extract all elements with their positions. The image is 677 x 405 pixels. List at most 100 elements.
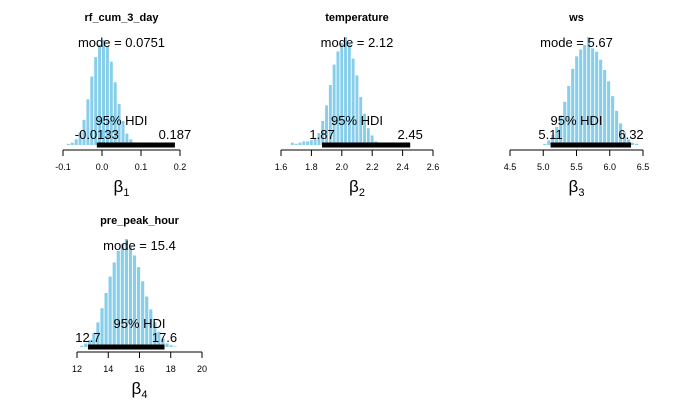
hdi-label: 95% HDI <box>550 113 602 128</box>
histogram-bar <box>88 339 92 347</box>
histogram-bar <box>563 101 567 145</box>
mode-label: mode = 5.67 <box>540 35 613 50</box>
histogram-bar <box>96 322 100 347</box>
histogram-bar <box>347 44 351 146</box>
histogram-bar <box>145 296 149 347</box>
panel-title: rf_cum_3_day <box>85 12 160 24</box>
x-tick-label: 2.0 <box>336 162 349 172</box>
hdi-low-label: 5.11 <box>538 127 562 142</box>
histogram-bar <box>128 247 133 347</box>
histogram-bar <box>306 141 309 145</box>
hdi-high-label: 17.6 <box>152 330 177 345</box>
histogram-bar <box>105 46 109 145</box>
histogram-bar <box>70 142 74 145</box>
histogram-bar <box>351 58 355 145</box>
x-tick-label: -0.1 <box>55 162 71 172</box>
histogram-bar <box>153 322 157 347</box>
histogram-bar <box>173 346 177 347</box>
mode-label: mode = 15.4 <box>103 238 176 253</box>
mode-label: mode = 0.0751 <box>78 35 165 50</box>
histogram-bar <box>313 137 317 145</box>
histogram-bar <box>290 142 294 145</box>
x-axis-label: β2 <box>349 177 365 199</box>
histogram-bar <box>366 128 370 145</box>
x-axis-label: β3 <box>569 177 585 199</box>
histogram-bar <box>547 140 551 145</box>
histogram-bar <box>117 103 121 145</box>
histogram-bar <box>169 345 173 347</box>
x-tick-label: 0.1 <box>135 162 148 172</box>
panel-title: ws <box>568 12 584 24</box>
histogram-bar <box>583 44 587 145</box>
x-axis-label: β4 <box>132 379 148 401</box>
histogram-bar <box>336 51 340 145</box>
histogram-bar <box>90 76 94 145</box>
histogram-bar <box>571 68 575 145</box>
histogram-bar <box>294 143 298 145</box>
histogram-bar <box>120 243 124 347</box>
x-tick-label: 5.5 <box>570 162 583 172</box>
histogram-bar <box>165 343 169 347</box>
histogram-bar <box>607 81 611 145</box>
x-tick-label: 0.2 <box>174 162 187 172</box>
histogram-bar <box>567 85 571 145</box>
histogram-bar <box>619 123 623 145</box>
panel-title: temperature <box>325 12 389 24</box>
x-tick-label: 2.2 <box>366 162 379 172</box>
panel-title: pre_peak_hour <box>100 215 180 227</box>
histogram-bar <box>100 308 104 347</box>
histogram-bar <box>132 255 137 347</box>
histogram-bar <box>82 119 86 145</box>
histogram-bar <box>340 43 344 145</box>
x-tick-label: 12 <box>72 364 82 374</box>
hdi-low-label: 12.7 <box>75 330 100 345</box>
histogram-bar <box>328 85 332 145</box>
x-tick-label: 2.4 <box>396 162 409 172</box>
histogram-bar <box>579 49 583 146</box>
histogram-bars <box>290 37 389 146</box>
histogram-bar <box>94 57 98 146</box>
histogram-bar <box>317 133 321 145</box>
histogram-bar <box>543 143 547 145</box>
histogram-bar <box>80 345 84 347</box>
histogram-bar <box>363 113 366 145</box>
histogram-bar <box>109 61 113 145</box>
histogram-bar <box>321 121 325 145</box>
histogram-bar <box>121 121 125 145</box>
histogram-bar <box>149 309 153 347</box>
x-tick-label: 14 <box>103 364 113 374</box>
histogram-bar <box>370 135 374 145</box>
histogram-bar <box>141 281 145 347</box>
hdi-high-label: 2.45 <box>398 127 423 142</box>
x-tick-label: 18 <box>166 364 176 374</box>
x-tick-label: 1.6 <box>275 162 288 172</box>
x-axis-label: β1 <box>114 177 130 199</box>
histogram-bar <box>611 96 615 145</box>
histogram-bar <box>591 48 595 146</box>
histogram-bar <box>575 56 579 145</box>
histogram-bars <box>66 40 144 146</box>
histogram-bar <box>137 267 141 347</box>
hdi-low-label: -0.0133 <box>75 127 119 142</box>
histogram-bar <box>615 110 619 145</box>
histogram-bar <box>112 262 116 347</box>
mode-label: mode = 2.12 <box>321 35 394 50</box>
histogram-bar <box>102 40 105 145</box>
histogram-bar <box>627 139 631 145</box>
histogram-bar <box>108 276 112 347</box>
histogram-bar <box>325 105 328 145</box>
hdi-high-label: 6.32 <box>618 127 643 142</box>
x-tick-label: 2.6 <box>427 162 440 172</box>
hdi-label: 95% HDI <box>113 316 165 331</box>
histogram-bar <box>587 37 591 145</box>
histogram-bar <box>359 97 363 145</box>
histogram-bar <box>98 44 102 145</box>
x-tick-label: 5.0 <box>537 162 550 172</box>
histogram-bar <box>559 115 563 145</box>
histogram-bar <box>84 343 88 347</box>
histogram-bar <box>344 37 347 145</box>
